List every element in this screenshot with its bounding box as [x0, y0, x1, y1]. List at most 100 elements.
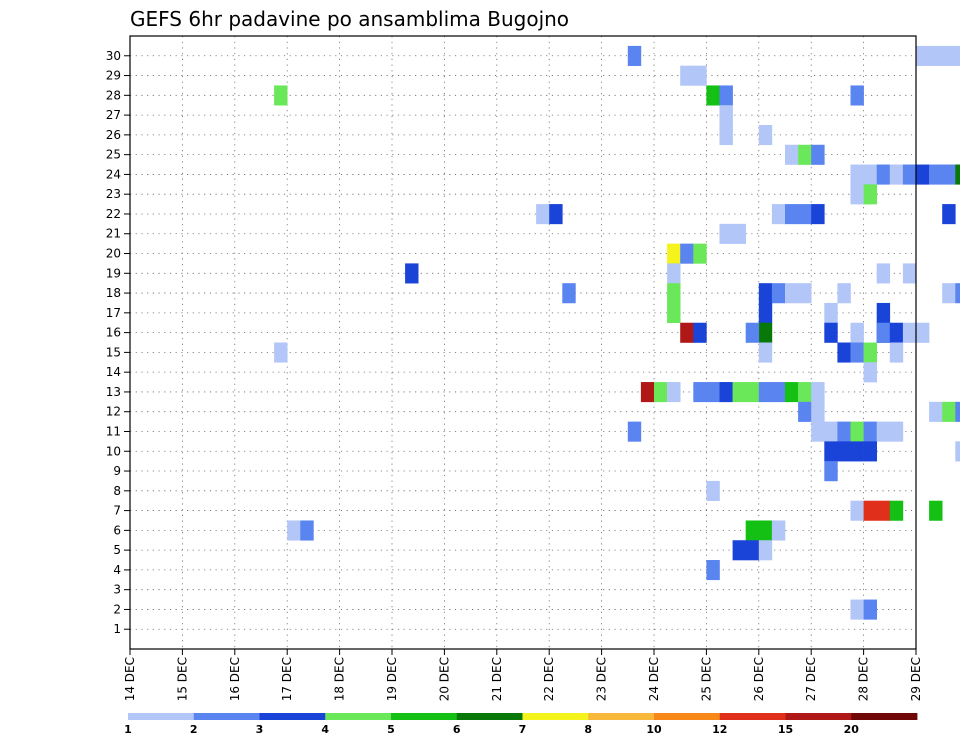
- legend-swatch: [719, 713, 786, 720]
- precip-cell: [902, 322, 917, 343]
- precip-cell: [955, 164, 960, 185]
- y-tick-label: 30: [106, 49, 121, 63]
- precip-cell: [850, 421, 864, 442]
- precip-cell: [837, 283, 851, 304]
- precip-cell: [758, 540, 773, 561]
- y-tick-label: 18: [106, 286, 121, 300]
- y-tick-label: 16: [106, 326, 121, 340]
- precip-cell: [824, 322, 838, 343]
- legend-swatch: [391, 713, 458, 720]
- legend-label: 8: [584, 723, 592, 736]
- precip-cell: [955, 441, 960, 462]
- precip-cell: [798, 204, 812, 225]
- y-tick-label: 29: [106, 69, 121, 83]
- precip-cell: [902, 164, 917, 185]
- precip-cell: [640, 382, 655, 403]
- y-tick-label: 21: [106, 227, 121, 241]
- precip-cell: [719, 223, 733, 244]
- precip-cell: [824, 302, 838, 324]
- legend-swatch: [522, 713, 589, 720]
- precip-cell: [863, 500, 877, 521]
- precip-cell: [693, 322, 707, 343]
- precip-cell: [627, 421, 642, 442]
- y-tick-label: 2: [113, 602, 121, 616]
- grid-lines: [130, 36, 916, 649]
- precip-cell: [274, 85, 288, 106]
- color-legend: 1 2 3 4 5 6 7 8 10 12 15 20: [124, 713, 918, 736]
- legend-swatch: [193, 713, 260, 720]
- y-tick-label: 10: [106, 444, 121, 458]
- precip-cell: [863, 421, 877, 442]
- legend-swatch: [325, 713, 392, 720]
- precip-cell: [889, 421, 904, 442]
- x-tick-label: 17 DEC: [280, 657, 294, 701]
- precip-cell: [929, 401, 943, 422]
- x-axis-ticks: 14 DEC 15 DEC 16 DEC 17 DEC 18 DEC 19 DEC 20 D…: [123, 649, 923, 701]
- y-tick-label: 22: [106, 207, 121, 221]
- precip-cell: [798, 144, 812, 165]
- x-tick-label: 24 DEC: [647, 657, 661, 701]
- legend-label: 6: [453, 723, 461, 736]
- precip-cell: [706, 85, 720, 106]
- precip-cell: [824, 421, 838, 442]
- precip-cell: [680, 322, 694, 343]
- precip-cell: [706, 560, 720, 581]
- precip-cell: [693, 65, 707, 86]
- precip-cell: [758, 382, 773, 403]
- precip-cell: [680, 243, 694, 264]
- precip-cell: [876, 164, 891, 185]
- y-tick-label: 9: [113, 464, 121, 478]
- precip-cell: [850, 441, 864, 462]
- precip-cell: [798, 401, 812, 422]
- y-tick-label: 4: [113, 563, 121, 577]
- precip-cell: [732, 540, 746, 561]
- precip-cell: [627, 45, 642, 66]
- precip-cell: [850, 342, 864, 363]
- x-tick-label: 28 DEC: [857, 657, 871, 701]
- x-tick-label: 21 DEC: [490, 657, 504, 701]
- y-axis-ticks: 1234567891011121314151617181920212223242…: [106, 49, 130, 636]
- precip-cell: [850, 500, 864, 521]
- precip-cell: [732, 382, 746, 403]
- x-tick-label: 26 DEC: [752, 657, 766, 701]
- legend-label: 20: [844, 723, 860, 736]
- precip-cell: [745, 520, 760, 541]
- y-tick-label: 25: [106, 148, 121, 162]
- precip-cell: [942, 401, 956, 422]
- precip-cell: [916, 322, 930, 343]
- legend-label: 5: [387, 723, 395, 736]
- precip-cell: [955, 401, 960, 422]
- precip-cell: [863, 184, 877, 205]
- precip-cell: [863, 164, 877, 185]
- precip-cell: [929, 500, 943, 521]
- legend-label: 3: [256, 723, 264, 736]
- x-tick-label: 25 DEC: [699, 657, 713, 701]
- x-tick-label: 15 DEC: [175, 657, 189, 701]
- precip-cell: [405, 263, 419, 284]
- precip-cell: [916, 45, 930, 66]
- precip-cell: [811, 421, 825, 442]
- precip-cell: [850, 322, 864, 343]
- precip-cell: [719, 105, 733, 126]
- precip-cell: [811, 382, 825, 403]
- precip-cell: [916, 164, 930, 185]
- precip-cell: [758, 520, 773, 541]
- precip-cell: [876, 302, 891, 324]
- y-tick-label: 27: [106, 108, 121, 122]
- precip-cell: [824, 461, 838, 482]
- precip-cell: [876, 263, 891, 284]
- y-tick-label: 17: [106, 306, 121, 320]
- y-tick-label: 7: [113, 504, 121, 518]
- precip-cell: [811, 144, 825, 165]
- precip-cell: [929, 45, 943, 66]
- x-tick-label: 14 DEC: [123, 657, 137, 701]
- legend-label: 4: [321, 723, 329, 736]
- precip-cell: [889, 322, 904, 343]
- precip-cell: [680, 65, 694, 86]
- precip-cell: [850, 599, 864, 620]
- precip-cell: [693, 243, 707, 264]
- precip-cell: [942, 45, 956, 66]
- precip-cell: [942, 164, 956, 185]
- y-tick-label: 8: [113, 484, 121, 498]
- precip-cell: [549, 204, 563, 225]
